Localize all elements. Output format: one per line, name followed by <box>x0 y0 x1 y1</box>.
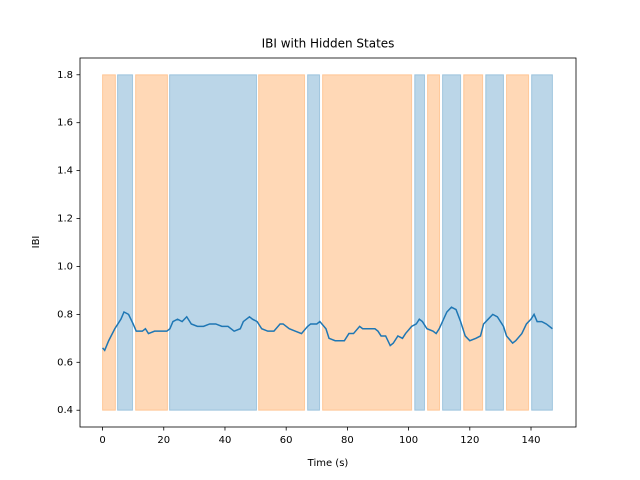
y-tick-label: 0.8 <box>57 309 73 320</box>
x-tick-label: 0 <box>99 435 105 446</box>
state-span <box>531 74 553 411</box>
x-tick-label: 80 <box>341 435 354 446</box>
x-tick-label: 140 <box>521 435 540 446</box>
y-axis-label: IBI <box>31 236 42 249</box>
state-span <box>322 74 413 411</box>
state-span <box>427 74 441 411</box>
x-tick-label: 60 <box>280 435 293 446</box>
x-tick-label: 40 <box>219 435 232 446</box>
y-tick-label: 0.4 <box>57 405 73 416</box>
state-span <box>414 74 426 411</box>
y-tick-label: 1.2 <box>57 214 73 225</box>
y-tick-label: 1.0 <box>57 261 73 272</box>
x-axis-label: Time (s) <box>307 458 349 469</box>
state-span <box>102 74 116 411</box>
y-tick-label: 1.6 <box>57 118 73 129</box>
state-span <box>117 74 134 411</box>
state-span <box>307 74 321 411</box>
state-span <box>442 74 462 411</box>
x-tick-label: 20 <box>157 435 170 446</box>
x-tick-label: 100 <box>399 435 418 446</box>
plot-frame <box>79 57 577 428</box>
state-span <box>169 74 257 411</box>
state-span <box>506 74 530 411</box>
state-span <box>485 74 504 411</box>
y-tick-label: 1.8 <box>57 70 73 81</box>
state-span <box>258 74 306 411</box>
data-line <box>102 306 553 352</box>
y-tick-label: 1.4 <box>57 166 73 177</box>
y-tick-label: 0.6 <box>57 357 73 368</box>
chart-title: IBI with Hidden States <box>262 37 395 51</box>
state-span <box>463 74 484 411</box>
state-span <box>135 74 168 411</box>
x-tick-label: 120 <box>460 435 479 446</box>
